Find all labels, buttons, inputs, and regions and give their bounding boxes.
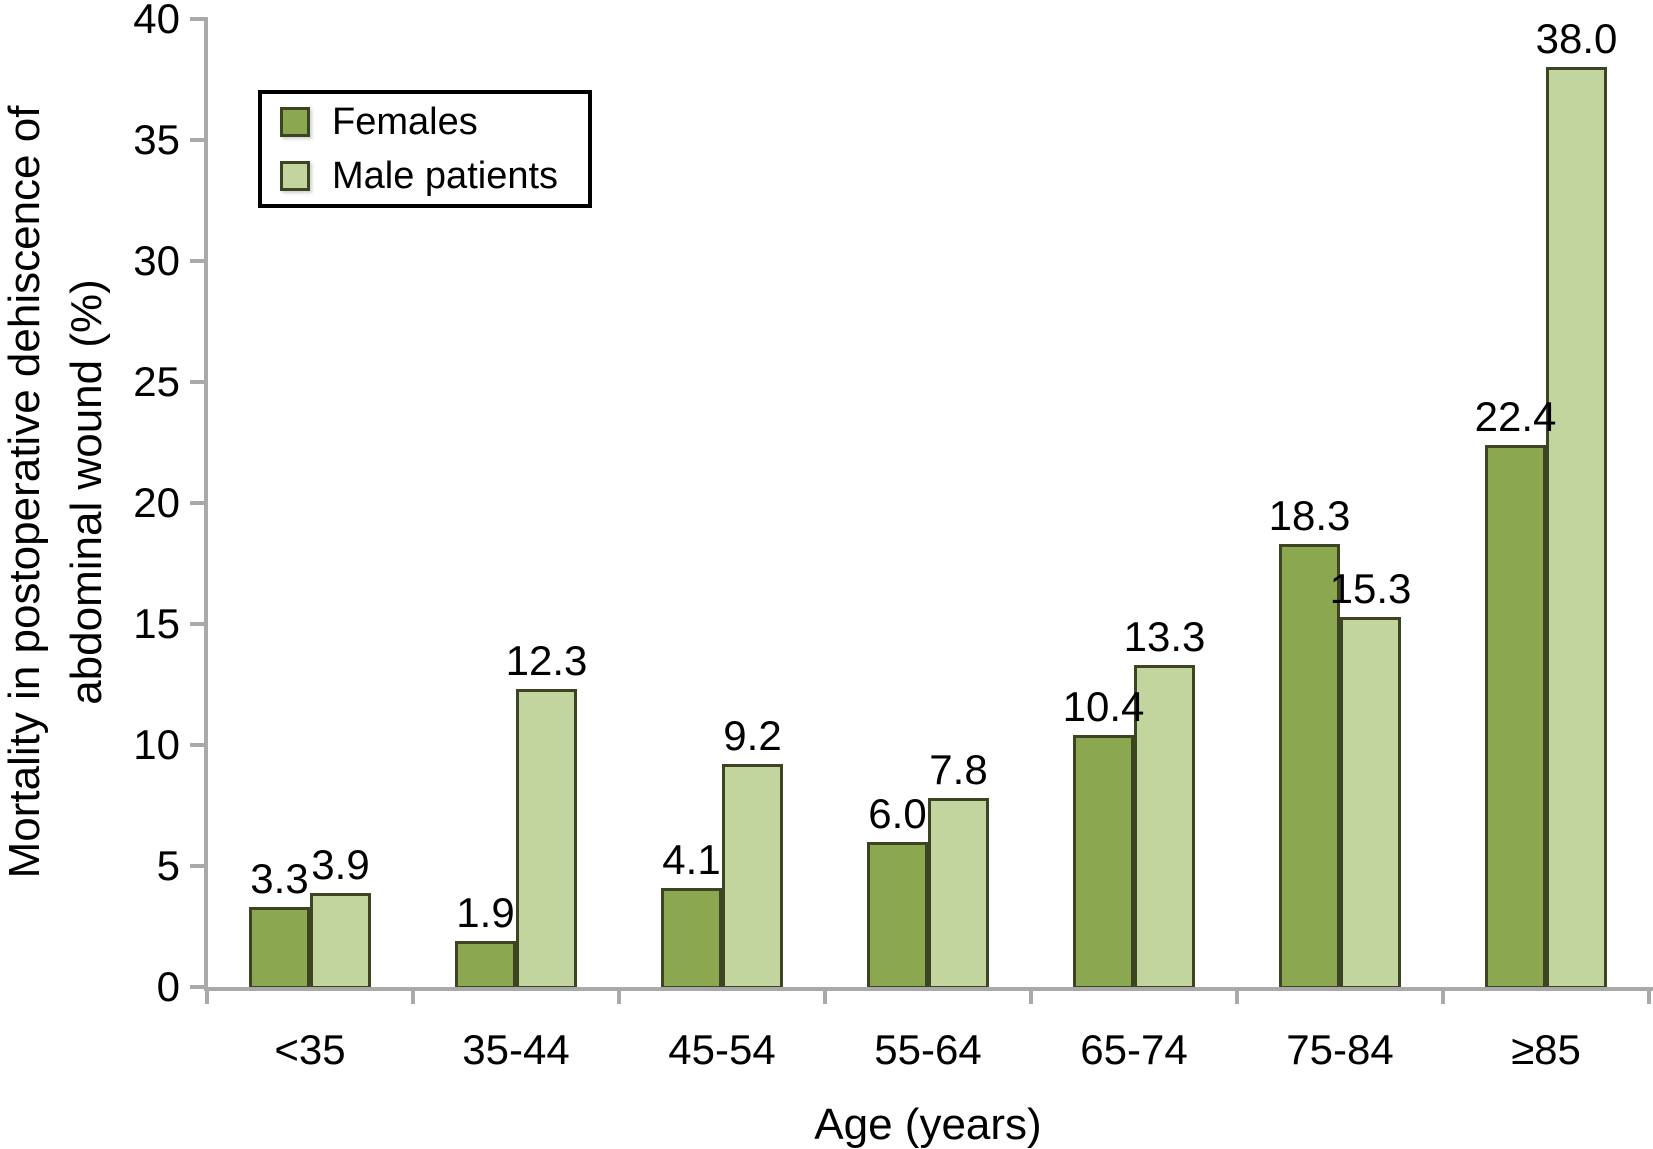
legend: Females Male patients (258, 90, 592, 208)
y-axis-title: Mortality in postoperative dehiscence of… (0, 106, 118, 879)
bar-value-label: 22.4 (1474, 392, 1557, 440)
x-axis-tick (617, 987, 621, 1004)
x-category-label: 55-64 (874, 1026, 982, 1073)
y-axis-line (204, 17, 208, 991)
x-axis-title: Age (years) (814, 1100, 1042, 1149)
bar-females (455, 941, 516, 989)
bar-male-patients (1546, 67, 1607, 989)
bar-value-label: 10.4 (1062, 683, 1145, 731)
y-axis-tick-label: 0 (156, 963, 180, 1010)
legend-item-females: Females (280, 103, 588, 141)
x-category-label: 45-54 (668, 1026, 776, 1073)
bar-females (661, 887, 722, 989)
y-axis-tick-label: 30 (133, 237, 180, 284)
bar-value-label: 9.2 (723, 712, 782, 760)
bar-value-label: 4.1 (662, 835, 721, 883)
y-axis-tick (190, 17, 207, 21)
bar-females (1485, 444, 1546, 989)
bar-females (1073, 735, 1134, 989)
y-axis-tick-label: 40 (133, 0, 180, 42)
legend-swatch-females-icon (280, 107, 310, 137)
x-axis-tick (823, 987, 827, 1004)
x-axis-line (204, 987, 1653, 991)
bar-value-label: 38.0 (1535, 15, 1618, 63)
y-axis-tick (190, 259, 207, 263)
x-category-label: <35 (274, 1026, 346, 1073)
bar-value-label: 18.3 (1268, 492, 1351, 540)
legend-item-male-patients: Male patients (280, 157, 588, 195)
x-axis-tick (1441, 987, 1445, 1004)
bar-value-label: 13.3 (1123, 613, 1206, 661)
x-axis-tick (1029, 987, 1033, 1004)
x-axis-tick (205, 987, 209, 1004)
legend-label-male-patients: Male patients (332, 155, 559, 197)
x-category-label: 35-44 (462, 1026, 570, 1073)
bar-value-label: 7.8 (929, 746, 988, 794)
y-axis-tick-label: 15 (133, 600, 180, 647)
bar-male-patients (310, 892, 371, 989)
legend-swatch-male-patients-icon (280, 161, 310, 191)
y-axis-tick (190, 743, 207, 747)
bar-value-label: 12.3 (505, 637, 588, 685)
bar-females (1279, 544, 1340, 989)
y-axis-tick-label: 20 (133, 479, 180, 526)
x-category-label: ≥85 (1511, 1026, 1581, 1073)
y-axis-tick (190, 501, 207, 505)
y-axis-tick (190, 380, 207, 384)
y-axis-tick-label: 35 (133, 116, 180, 163)
x-category-label: 75-84 (1286, 1026, 1394, 1073)
y-axis-tick (190, 138, 207, 142)
legend-label-females: Females (332, 101, 478, 143)
y-axis-tick-label: 10 (133, 721, 180, 768)
x-axis-tick (1235, 987, 1239, 1004)
bar-value-label: 3.9 (311, 840, 370, 888)
y-axis-tick (190, 864, 207, 868)
y-axis-tick (190, 622, 207, 626)
x-axis-tick (1647, 987, 1651, 1004)
y-axis-title-line2: abdominal wound (%) (62, 279, 111, 705)
bar-value-label: 3.3 (250, 855, 309, 903)
y-axis-tick (190, 985, 207, 989)
x-category-label: 65-74 (1080, 1026, 1188, 1073)
bar-females (249, 907, 310, 989)
bar-females (867, 841, 928, 989)
x-axis-tick (411, 987, 415, 1004)
y-axis-title-line1: Mortality in postoperative dehiscence of (0, 105, 49, 879)
bar-value-label: 6.0 (868, 789, 927, 837)
bar-male-patients (722, 764, 783, 989)
bar-male-patients (516, 689, 577, 989)
bar-male-patients (1340, 616, 1401, 989)
y-axis-tick-label: 25 (133, 358, 180, 405)
bar-value-label: 15.3 (1329, 564, 1412, 612)
bar-value-label: 1.9 (456, 889, 515, 937)
y-axis-tick-label: 5 (156, 842, 180, 889)
